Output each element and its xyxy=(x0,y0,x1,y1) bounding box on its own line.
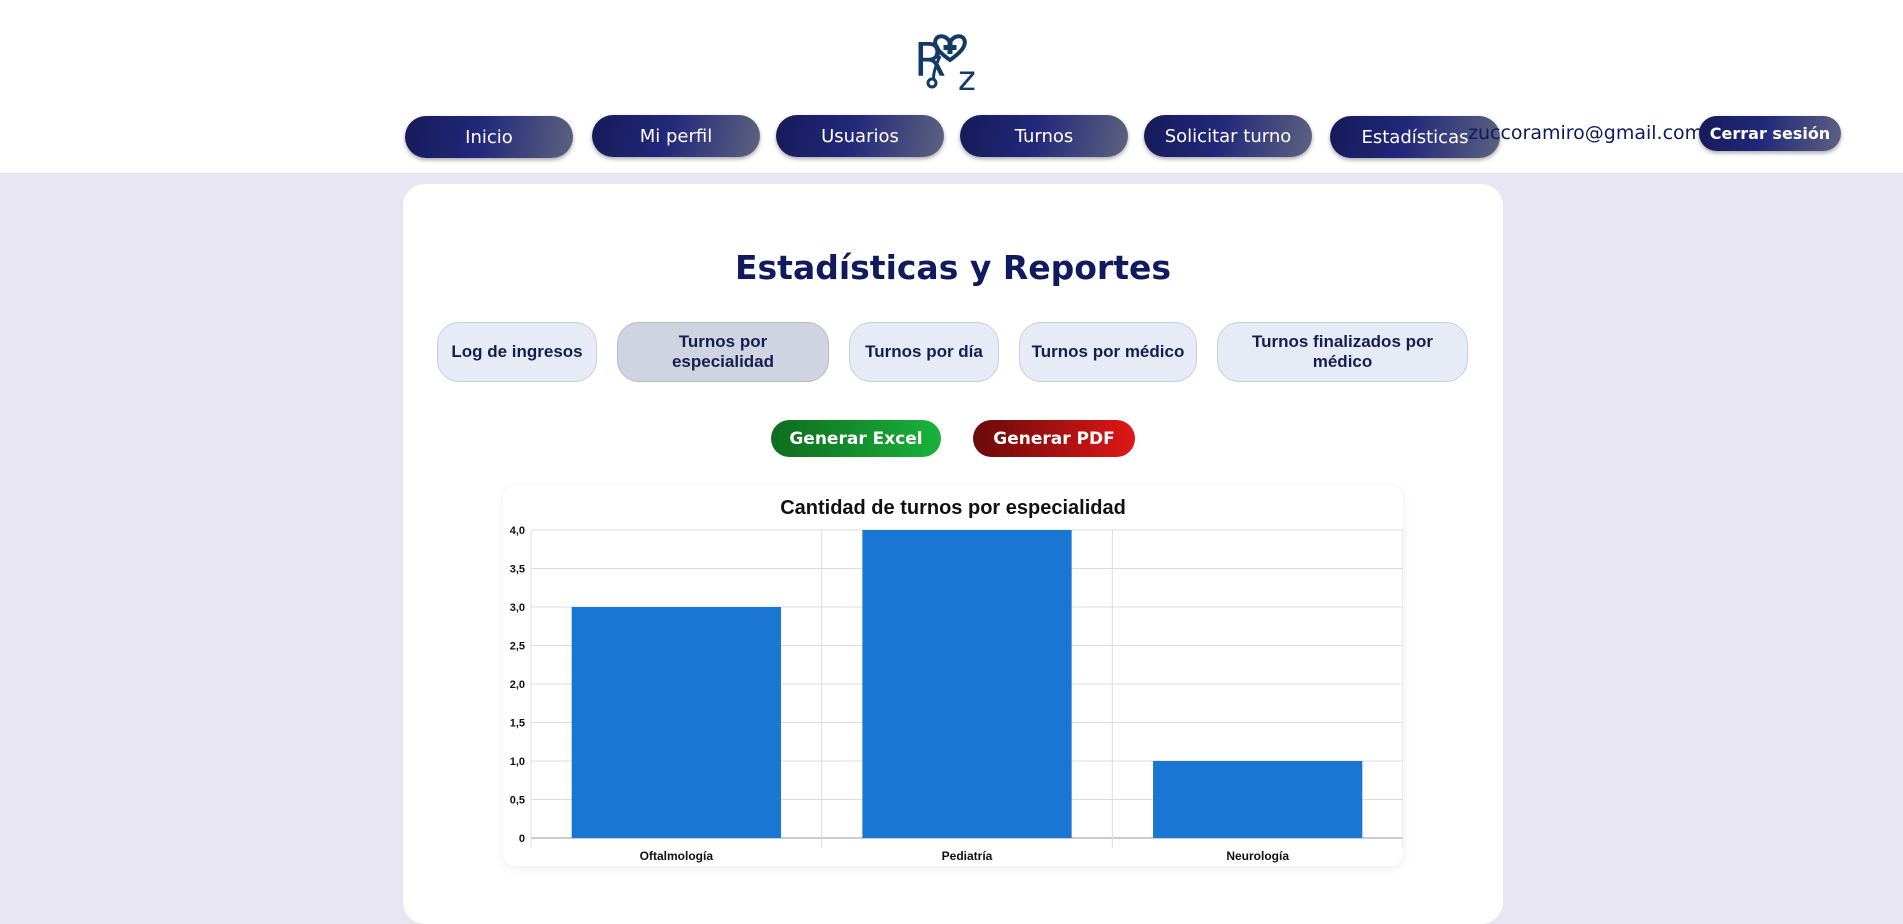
nav-estadisticas-button[interactable]: Estadísticas xyxy=(1330,116,1500,158)
y-tick-label: 1,5 xyxy=(510,718,525,730)
clinic-logo[interactable]: R z xyxy=(914,30,986,92)
y-tick-label: 1,0 xyxy=(510,756,525,768)
generate-pdf-button[interactable]: Generar PDF xyxy=(973,420,1135,457)
y-tick-label: 4,0 xyxy=(510,525,525,537)
logout-button[interactable]: Cerrar sesión xyxy=(1699,116,1841,151)
nav-mi-perfil-button[interactable]: Mi perfil xyxy=(592,115,760,157)
statistics-card: Estadísticas y Reportes Log de ingresos … xyxy=(403,184,1503,924)
page-title: Estadísticas y Reportes xyxy=(734,248,1171,287)
tab-turnos-medico[interactable]: Turnos por médico xyxy=(1019,322,1197,382)
generate-excel-button[interactable]: Generar Excel xyxy=(771,420,941,457)
tab-turnos-finalizados-medico[interactable]: Turnos finalizados por médico xyxy=(1217,322,1468,382)
x-tick-label: Pediatría xyxy=(942,849,993,863)
y-tick-label: 3,0 xyxy=(510,602,525,614)
bar-neurología xyxy=(1153,761,1363,838)
svg-text:z: z xyxy=(958,59,976,92)
y-tick-label: 3,5 xyxy=(510,564,525,576)
x-tick-label: Oftalmología xyxy=(640,849,714,863)
nav-turnos-button[interactable]: Turnos xyxy=(960,115,1128,157)
tab-turnos-especialidad[interactable]: Turnos por especialidad xyxy=(617,322,829,382)
nav-usuarios-button[interactable]: Usuarios xyxy=(776,115,944,157)
tab-log-ingresos[interactable]: Log de ingresos xyxy=(437,322,597,382)
top-navbar: R z Inicio Mi perfil Usuarios Turnos Sol… xyxy=(0,0,1903,173)
bar-chart: Cantidad de turnos por especialidad 0 0,5 1… xyxy=(503,486,1403,866)
nav-inicio-button[interactable]: Inicio xyxy=(405,116,573,158)
chart-title: Cantidad de turnos por especialidad xyxy=(780,497,1126,519)
user-email: zuccoramiro@gmail.com xyxy=(1468,122,1704,144)
tab-turnos-dia[interactable]: Turnos por día xyxy=(849,322,999,382)
nav-solicitar-turno-button[interactable]: Solicitar turno xyxy=(1144,115,1312,157)
y-tick-label: 2,5 xyxy=(510,641,525,653)
bar-chart-svg: Cantidad de turnos por especialidad 0 0,5 1… xyxy=(510,497,1403,863)
bar-pediatría xyxy=(862,530,1072,838)
y-tick-label: 0,5 xyxy=(510,795,525,807)
bar-oftalmología xyxy=(571,607,781,838)
x-tick-label: Neurología xyxy=(1226,849,1289,863)
y-tick-label: 2,0 xyxy=(510,679,525,691)
y-tick-label: 0 xyxy=(519,833,525,845)
